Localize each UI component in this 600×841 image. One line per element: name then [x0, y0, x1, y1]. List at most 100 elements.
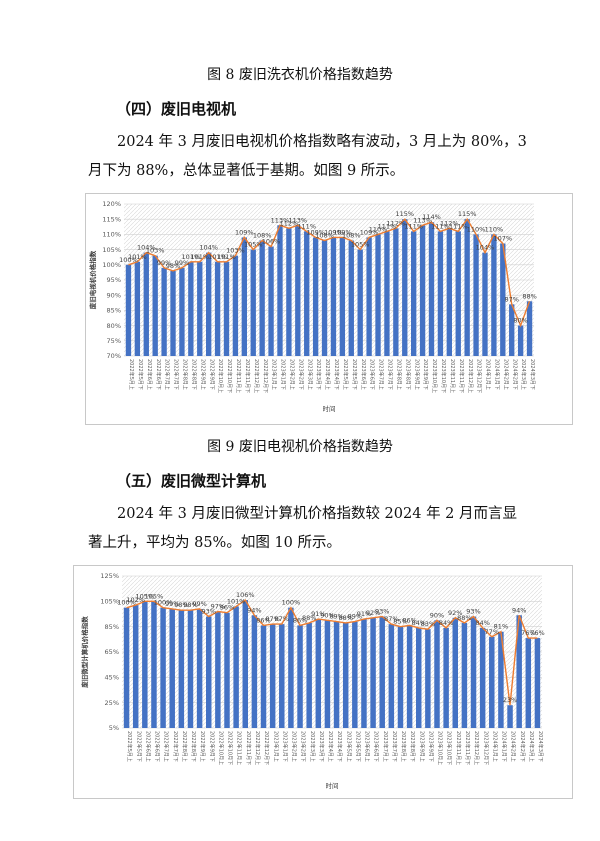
bar — [188, 261, 194, 356]
bar — [233, 606, 239, 728]
bar — [223, 261, 230, 356]
data-label: 109% — [333, 228, 352, 236]
data-label: 107% — [494, 235, 513, 243]
x-tick-label: 2023年11月下 — [458, 359, 465, 393]
bar — [321, 240, 328, 356]
bar — [348, 240, 354, 356]
bar — [286, 228, 292, 356]
x-tick-label: 2024年2月上 — [510, 731, 517, 762]
data-label: 87% — [275, 615, 289, 623]
bar — [379, 616, 385, 728]
data-label: 99% — [157, 259, 171, 267]
tv-chart-svg: 70% 75% 80% 85% 90% 95% 100% 105% 110% 115% 120% 10… — [88, 200, 537, 413]
x-tick-label: 2023年5月下 — [354, 731, 361, 762]
bar — [143, 252, 149, 356]
data-label: 92% — [448, 609, 462, 617]
bar — [498, 631, 504, 728]
data-label: 85% — [393, 618, 407, 626]
y-tick-label: 5% — [109, 724, 119, 732]
bar — [370, 617, 376, 728]
data-label: 103% — [146, 247, 165, 255]
data-label: 93% — [375, 608, 389, 616]
data-label: 77% — [485, 628, 499, 636]
bar — [304, 231, 310, 356]
x-tick-label: 2023年9月上 — [413, 359, 420, 390]
x-tick-label: 2023年10月上 — [437, 731, 444, 765]
x-tick-label: 2023年9月上 — [418, 731, 425, 762]
bar — [375, 234, 381, 356]
x-tick-label: 2023年6月上 — [360, 359, 367, 390]
data-label: 108% — [342, 231, 361, 239]
data-label: 112% — [440, 219, 459, 227]
x-tick-label: 2023年2月上 — [291, 731, 298, 762]
bar — [434, 620, 440, 728]
data-label: 103% — [226, 247, 245, 255]
data-label: 114% — [422, 213, 441, 221]
x-axis-title: 时间 — [326, 781, 339, 790]
x-tick-label: 2023年9月下 — [427, 731, 434, 762]
bar — [384, 231, 390, 356]
computer-price-index-chart: 5% 25% 45% 65% 85% 105% 125% 100% 102% 105% 105% 10… — [73, 565, 573, 799]
x-tick-label: 2023年2月上 — [288, 359, 295, 390]
y-tick-label: 100% — [102, 261, 121, 269]
y-tick-label: 115% — [102, 215, 121, 223]
data-label: 115% — [458, 210, 477, 218]
x-tick-label: 2022年8月上 — [181, 731, 188, 762]
data-label: 105% — [244, 241, 263, 249]
x-tick-label: 2022年12月下 — [262, 359, 269, 393]
data-label: 80% — [513, 317, 527, 325]
data-label: 84% — [439, 619, 453, 627]
bar — [277, 225, 283, 356]
x-tick-label: 2022年7月下 — [173, 359, 180, 390]
data-label: 87% — [384, 615, 398, 623]
x-tick-label: 2024年2月下 — [511, 359, 518, 390]
bar — [482, 252, 488, 356]
data-label: 99% — [175, 259, 189, 267]
bar — [224, 612, 230, 728]
bar — [446, 228, 452, 356]
data-label: 101% — [190, 253, 209, 261]
trend-line — [128, 217, 531, 328]
data-label: 113% — [413, 216, 432, 224]
data-label: 84% — [475, 619, 489, 627]
bar — [402, 219, 408, 356]
bar — [178, 610, 185, 728]
data-label: 98% — [174, 601, 188, 609]
data-label: 100% — [282, 599, 301, 607]
x-tick-label: 2024年1月上 — [485, 359, 492, 390]
data-label: 101% — [227, 597, 246, 605]
data-label: 113% — [289, 216, 308, 224]
bar — [470, 616, 477, 728]
x-tick-label: 2024年1月下 — [501, 731, 508, 762]
bar — [425, 629, 431, 728]
bar — [452, 617, 458, 728]
data-label: 88% — [302, 614, 316, 622]
data-label: 93% — [466, 608, 480, 616]
x-tick-label: 2023年12月下 — [476, 359, 483, 393]
bar — [534, 638, 541, 728]
x-tick-label: 2022年5月上 — [126, 731, 133, 762]
bar — [269, 624, 276, 728]
x-tick-label: 2023年10月上 — [431, 359, 438, 393]
tv-price-index-chart: 70% 75% 80% 85% 90% 95% 100% 105% 110% 115% 120% 10… — [85, 193, 573, 425]
x-tick-label: 2022年10月下 — [226, 359, 233, 393]
data-label: 99% — [165, 600, 179, 608]
bar — [324, 620, 331, 728]
x-tick-label: 2023年4月下 — [336, 731, 343, 762]
paragraph-tv: 2024 年 3 月废旧电视机价格指数略有波动，3 月上为 80%，3 月下为 … — [88, 128, 528, 186]
data-label: 23% — [503, 696, 517, 704]
data-label: 81% — [494, 623, 508, 631]
bar — [123, 607, 130, 728]
x-tick-label: 2023年4月上 — [327, 731, 334, 762]
x-tick-label: 2024年1月上 — [491, 731, 498, 762]
bar — [464, 219, 470, 356]
data-label: 101% — [217, 253, 236, 261]
x-tick-label: 2022年9月下 — [208, 731, 215, 762]
x-tick-label: 2022年12月上 — [254, 731, 261, 765]
data-label: 89% — [329, 613, 343, 621]
x-tick-label: 2022年8月上 — [182, 359, 189, 390]
data-label: 105% — [351, 241, 370, 249]
bar — [179, 267, 185, 356]
data-label: 108% — [315, 231, 334, 239]
data-label: 89% — [348, 613, 362, 621]
